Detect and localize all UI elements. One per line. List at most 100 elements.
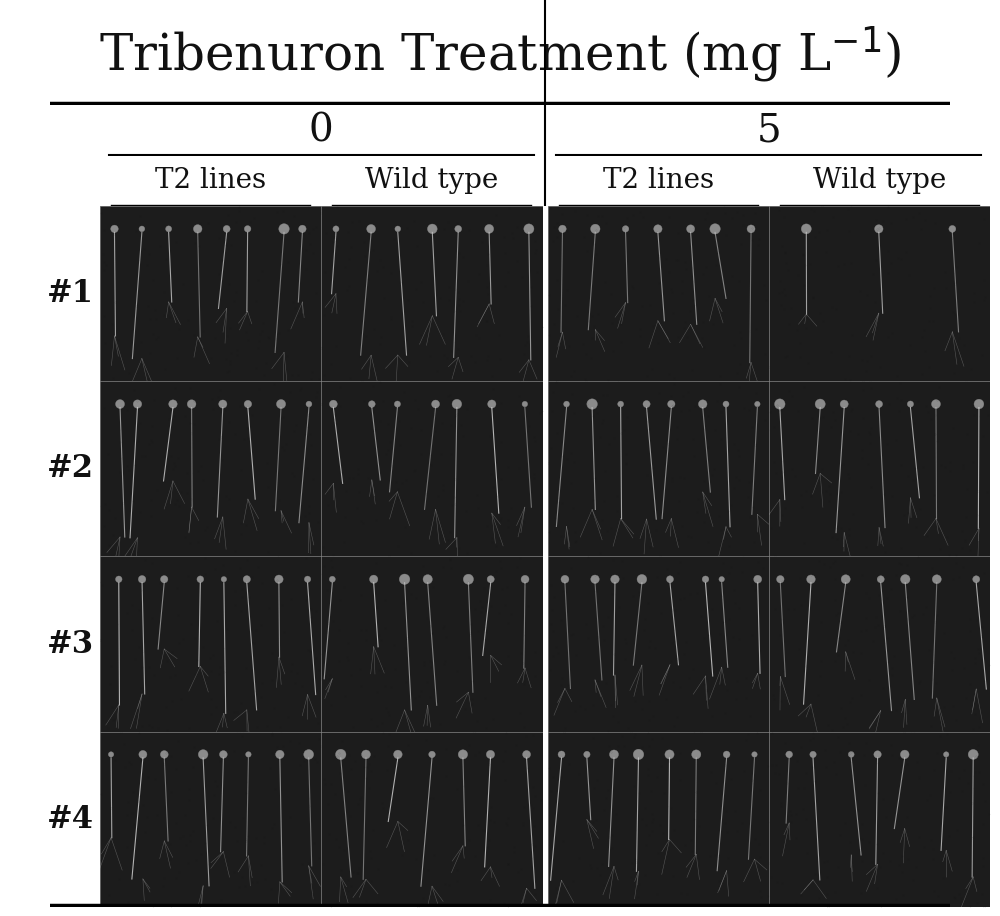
- Ellipse shape: [840, 400, 848, 408]
- Ellipse shape: [609, 750, 619, 758]
- Ellipse shape: [668, 400, 675, 408]
- Ellipse shape: [394, 401, 401, 407]
- Ellipse shape: [455, 225, 462, 233]
- Text: #2: #2: [46, 453, 94, 485]
- Ellipse shape: [637, 574, 647, 584]
- Ellipse shape: [486, 750, 495, 758]
- Ellipse shape: [275, 575, 283, 583]
- Ellipse shape: [943, 752, 949, 758]
- Ellipse shape: [723, 401, 729, 407]
- Ellipse shape: [643, 400, 650, 408]
- Text: Wild type: Wild type: [813, 168, 946, 194]
- Ellipse shape: [692, 750, 701, 759]
- Ellipse shape: [841, 574, 850, 583]
- Ellipse shape: [187, 399, 196, 409]
- Ellipse shape: [877, 576, 884, 583]
- Text: 5: 5: [756, 112, 781, 149]
- Ellipse shape: [197, 576, 204, 583]
- Ellipse shape: [559, 225, 566, 233]
- Ellipse shape: [973, 576, 980, 583]
- Ellipse shape: [299, 225, 306, 233]
- Ellipse shape: [423, 574, 432, 583]
- Text: 0: 0: [309, 112, 334, 149]
- Ellipse shape: [279, 224, 289, 234]
- Ellipse shape: [395, 226, 401, 232]
- Text: #1: #1: [47, 278, 93, 310]
- Ellipse shape: [108, 752, 114, 758]
- Ellipse shape: [161, 575, 168, 583]
- Ellipse shape: [786, 751, 793, 758]
- Ellipse shape: [523, 750, 531, 758]
- Ellipse shape: [777, 575, 784, 583]
- Ellipse shape: [900, 750, 909, 758]
- Ellipse shape: [394, 750, 402, 758]
- Ellipse shape: [587, 398, 597, 409]
- Ellipse shape: [169, 400, 177, 409]
- Ellipse shape: [564, 401, 569, 407]
- Ellipse shape: [329, 576, 335, 583]
- Ellipse shape: [810, 751, 816, 758]
- Ellipse shape: [698, 399, 707, 409]
- Ellipse shape: [807, 575, 815, 583]
- Ellipse shape: [487, 575, 494, 583]
- Ellipse shape: [463, 574, 474, 584]
- Ellipse shape: [561, 575, 569, 583]
- Text: Wild type: Wild type: [365, 168, 498, 194]
- Ellipse shape: [432, 400, 440, 408]
- Ellipse shape: [138, 575, 146, 583]
- Ellipse shape: [458, 750, 468, 759]
- Ellipse shape: [876, 400, 883, 408]
- Ellipse shape: [754, 575, 762, 583]
- Ellipse shape: [874, 751, 881, 758]
- Ellipse shape: [246, 752, 251, 758]
- Ellipse shape: [452, 399, 462, 409]
- Ellipse shape: [488, 400, 496, 409]
- Ellipse shape: [611, 575, 619, 583]
- Ellipse shape: [329, 400, 337, 408]
- Ellipse shape: [907, 401, 914, 407]
- Ellipse shape: [618, 401, 624, 407]
- Ellipse shape: [558, 751, 565, 758]
- Ellipse shape: [723, 751, 730, 758]
- Ellipse shape: [932, 574, 941, 583]
- Text: #4: #4: [46, 803, 94, 834]
- Ellipse shape: [687, 224, 695, 233]
- Ellipse shape: [219, 750, 227, 758]
- Ellipse shape: [584, 751, 590, 758]
- Ellipse shape: [521, 575, 529, 583]
- Ellipse shape: [974, 399, 984, 409]
- Ellipse shape: [848, 751, 854, 758]
- Ellipse shape: [370, 575, 378, 583]
- Ellipse shape: [111, 225, 118, 233]
- Ellipse shape: [198, 749, 208, 759]
- Ellipse shape: [336, 749, 346, 759]
- Ellipse shape: [949, 225, 956, 233]
- Ellipse shape: [801, 224, 811, 234]
- Ellipse shape: [244, 225, 251, 232]
- Ellipse shape: [710, 224, 720, 234]
- Ellipse shape: [139, 226, 145, 232]
- Ellipse shape: [333, 226, 339, 232]
- Ellipse shape: [166, 226, 172, 232]
- Ellipse shape: [591, 224, 600, 234]
- Ellipse shape: [219, 400, 227, 409]
- Ellipse shape: [775, 398, 785, 409]
- Ellipse shape: [367, 224, 376, 234]
- Ellipse shape: [931, 399, 940, 409]
- Ellipse shape: [244, 400, 252, 408]
- Ellipse shape: [160, 750, 168, 758]
- Ellipse shape: [243, 575, 250, 583]
- Ellipse shape: [304, 576, 311, 583]
- Ellipse shape: [116, 576, 122, 583]
- Ellipse shape: [591, 575, 599, 583]
- Ellipse shape: [622, 225, 629, 232]
- Ellipse shape: [116, 399, 125, 409]
- Ellipse shape: [522, 401, 528, 407]
- Ellipse shape: [665, 750, 674, 759]
- Ellipse shape: [666, 576, 674, 583]
- Ellipse shape: [221, 576, 227, 582]
- Ellipse shape: [399, 574, 410, 584]
- Ellipse shape: [875, 224, 883, 233]
- Ellipse shape: [633, 749, 644, 759]
- Ellipse shape: [755, 401, 760, 407]
